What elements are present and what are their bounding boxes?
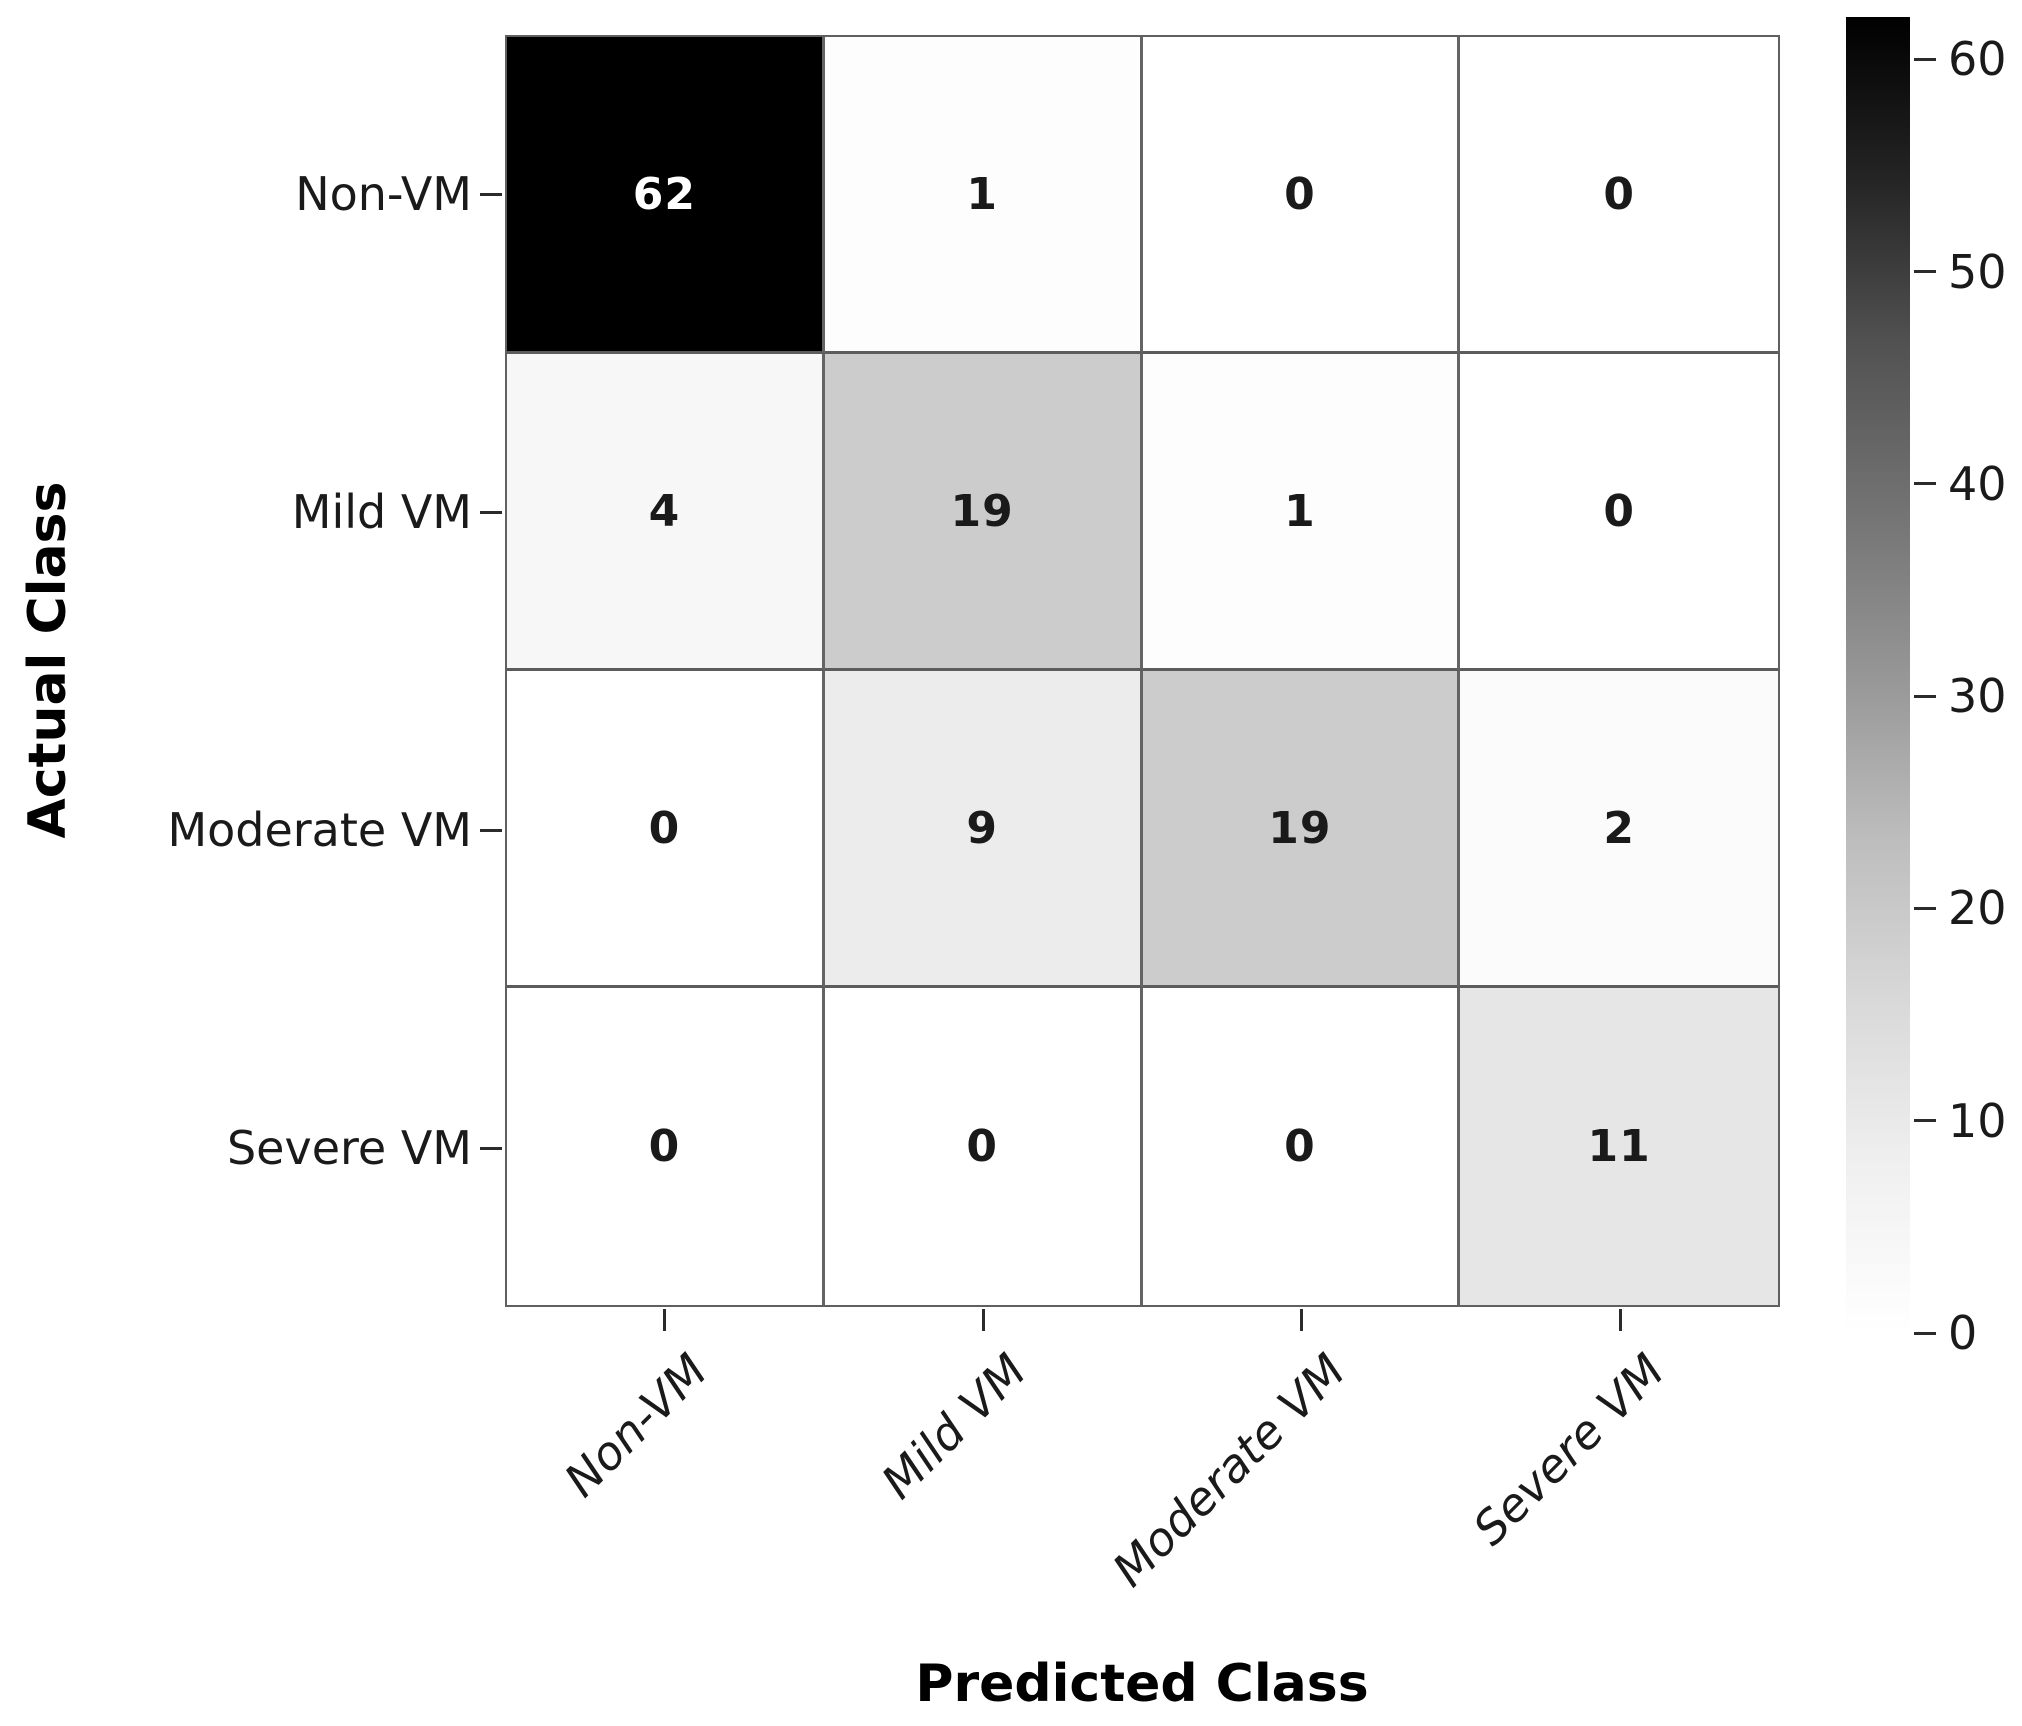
heatmap-cell: 0 bbox=[1142, 988, 1461, 1305]
y-tick-label: Severe VM bbox=[226, 1121, 472, 1175]
colorbar-tick-label: 60 bbox=[1948, 32, 2007, 87]
heatmap-cell: 0 bbox=[1460, 37, 1778, 354]
y-tick-mark bbox=[480, 192, 502, 196]
colorbar bbox=[1846, 17, 1910, 1333]
colorbar-tick-mark bbox=[1914, 270, 1936, 274]
y-tick-mark bbox=[480, 510, 502, 514]
cell-value: 0 bbox=[648, 1121, 681, 1172]
heatmap-cell: 9 bbox=[824, 671, 1143, 988]
colorbar-tick-mark bbox=[1914, 1119, 1936, 1123]
heatmap-cell: 0 bbox=[507, 671, 825, 988]
cell-value: 1 bbox=[1284, 485, 1316, 537]
y-axis-title: Actual Class bbox=[18, 481, 78, 839]
cell-value: 11 bbox=[1587, 1121, 1651, 1172]
cell-value: 4 bbox=[648, 485, 681, 537]
heatmap-cell: 11 bbox=[1460, 988, 1778, 1305]
cell-value: 9 bbox=[966, 802, 998, 854]
x-tick-mark bbox=[1619, 1309, 1623, 1331]
x-tick-mark bbox=[662, 1309, 666, 1331]
heatmap-cell: 1 bbox=[1142, 354, 1461, 671]
x-tick-mark bbox=[981, 1309, 985, 1331]
heatmap-cell: 0 bbox=[1142, 37, 1461, 354]
y-tick-label: Non-VM bbox=[295, 167, 472, 221]
cell-value: 19 bbox=[1268, 802, 1332, 854]
colorbar-tick-label: 0 bbox=[1948, 1306, 1978, 1360]
colorbar-tick-label: 20 bbox=[1948, 881, 2007, 936]
heatmap-cell: 2 bbox=[1460, 671, 1778, 988]
heatmap-cell: 19 bbox=[1142, 671, 1461, 988]
heatmap-cell: 62 bbox=[507, 37, 825, 354]
colorbar-tick-label: 50 bbox=[1948, 244, 2007, 299]
colorbar-tick-mark bbox=[1914, 906, 1936, 910]
cell-value: 0 bbox=[966, 1121, 998, 1172]
heatmap-cell: 0 bbox=[507, 988, 825, 1305]
cell-value: 2 bbox=[1603, 802, 1635, 854]
y-tick-mark bbox=[480, 1146, 502, 1150]
heatmap-cell: 1 bbox=[824, 37, 1143, 354]
x-axis-title: Predicted Class bbox=[915, 1654, 1369, 1714]
cell-value: 0 bbox=[1603, 485, 1635, 537]
cell-value: 19 bbox=[950, 485, 1014, 537]
cell-value: 62 bbox=[632, 168, 696, 220]
y-tick-label: Mild VM bbox=[291, 485, 472, 539]
heatmap-cell: 0 bbox=[1460, 354, 1778, 671]
cell-value: 0 bbox=[1284, 1121, 1316, 1172]
y-tick-mark bbox=[480, 828, 502, 832]
colorbar-tick-mark bbox=[1914, 1331, 1936, 1335]
colorbar-tick-label: 40 bbox=[1948, 456, 2007, 511]
y-tick-label: Moderate VM bbox=[167, 803, 472, 857]
cell-value: 0 bbox=[1284, 168, 1316, 220]
colorbar-tick-mark bbox=[1914, 57, 1936, 61]
colorbar-tick-label: 10 bbox=[1948, 1093, 2007, 1148]
colorbar-tick-label: 30 bbox=[1948, 669, 2007, 724]
heatmap-cell: 4 bbox=[507, 354, 825, 671]
x-tick-label: Non-VM bbox=[554, 1343, 718, 1508]
cell-value: 0 bbox=[648, 802, 681, 854]
colorbar-tick-mark bbox=[1914, 482, 1936, 486]
heatmap-cell: 19 bbox=[824, 354, 1143, 671]
colorbar-tick-mark bbox=[1914, 694, 1936, 698]
heatmap-cell: 0 bbox=[824, 988, 1143, 1305]
x-tick-mark bbox=[1300, 1309, 1304, 1331]
cell-value: 0 bbox=[1603, 168, 1635, 220]
cell-value: 1 bbox=[966, 168, 998, 220]
heatmap-grid: 62 1 0 0 4 19 1 0 0 9 19 2 0 0 0 11 bbox=[505, 35, 1780, 1307]
